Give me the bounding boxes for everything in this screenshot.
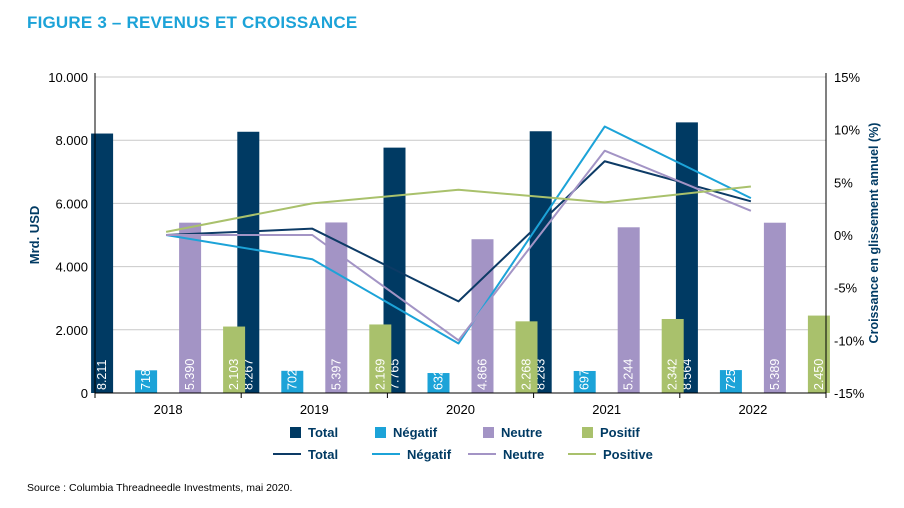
line-series [165,125,752,345]
y2-tick-label: 5% [834,175,853,190]
y2-tick-label: 10% [834,123,860,138]
bar [369,324,392,393]
y-tick-label: 0 [81,386,88,401]
bar-value-label: 2.268 [520,359,534,390]
y-axis-title: Mrd. USD [27,206,42,265]
bar [91,133,114,393]
y2-axis-title: Croissance en glissement annuel (%) [867,123,881,344]
legend-label: Neutre [503,447,544,462]
y-tick-label: 6.000 [55,196,88,211]
y2-tick-label: -15% [834,386,865,401]
bar [763,222,786,393]
bar [179,222,202,393]
legend-label: Positif [600,425,640,440]
bar [617,227,640,393]
bar-value-label: 2.103 [227,359,241,390]
legend-swatch [290,427,301,438]
bar-value-label: 2.169 [373,359,387,390]
source-note: Source : Columbia Threadneedle Investmen… [27,482,293,494]
y-tick-label: 2.000 [55,323,88,338]
bar-value-label: 8.211 [95,360,109,390]
bar-value-label: 4.866 [476,359,490,390]
y2-tick-label: 0% [834,228,853,243]
x-tick-label: 2021 [592,402,621,417]
figure-title: FIGURE 3 – REVENUS ET CROISSANCE [27,13,358,32]
bar-value-label: 632 [432,369,446,390]
bar [281,370,304,393]
y-tick-label: 10.000 [48,70,88,85]
bar [135,370,158,393]
legend-label: Total [308,425,338,440]
bar [427,373,450,393]
legend-label: Neutre [501,425,542,440]
legend-swatch [582,427,593,438]
bar [515,321,538,393]
bar [223,326,246,393]
y2-tick-label: 15% [834,70,860,85]
bar [471,239,494,393]
bar-value-label: 5.390 [183,359,197,390]
legend-label: Positive [603,447,653,462]
bar-value-label: 718 [139,369,153,390]
line-series [165,185,752,233]
bar-value-label: 725 [724,369,738,390]
legend-label: Négatif [393,425,438,440]
bar-value-label: 2.342 [666,359,680,390]
bar-value-label: 702 [285,369,299,390]
x-tick-label: 2019 [300,402,329,417]
y2-tick-label: -5% [834,281,858,296]
x-tick-label: 2022 [738,402,767,417]
legend-label: Total [308,447,338,462]
bar-value-label: 5.244 [622,359,636,390]
bar [661,318,684,393]
bar-value-label: 5.389 [768,359,782,390]
bar [807,315,830,393]
bar-value-label: 697 [578,369,592,390]
y2-tick-label: -10% [834,333,865,348]
y-tick-label: 8.000 [55,133,88,148]
legend-label: Négatif [407,447,452,462]
legend-swatch [375,427,386,438]
line-series [166,149,752,342]
legend-swatch [483,427,494,438]
line-series [166,160,752,303]
x-tick-label: 2018 [154,402,183,417]
x-tick-label: 2020 [446,402,475,417]
bar [573,370,596,393]
bar-value-label: 5.397 [329,359,343,390]
bar [719,370,742,393]
y-tick-label: 4.000 [55,260,88,275]
bar-value-label: 2.450 [812,359,826,390]
bar [325,222,348,393]
